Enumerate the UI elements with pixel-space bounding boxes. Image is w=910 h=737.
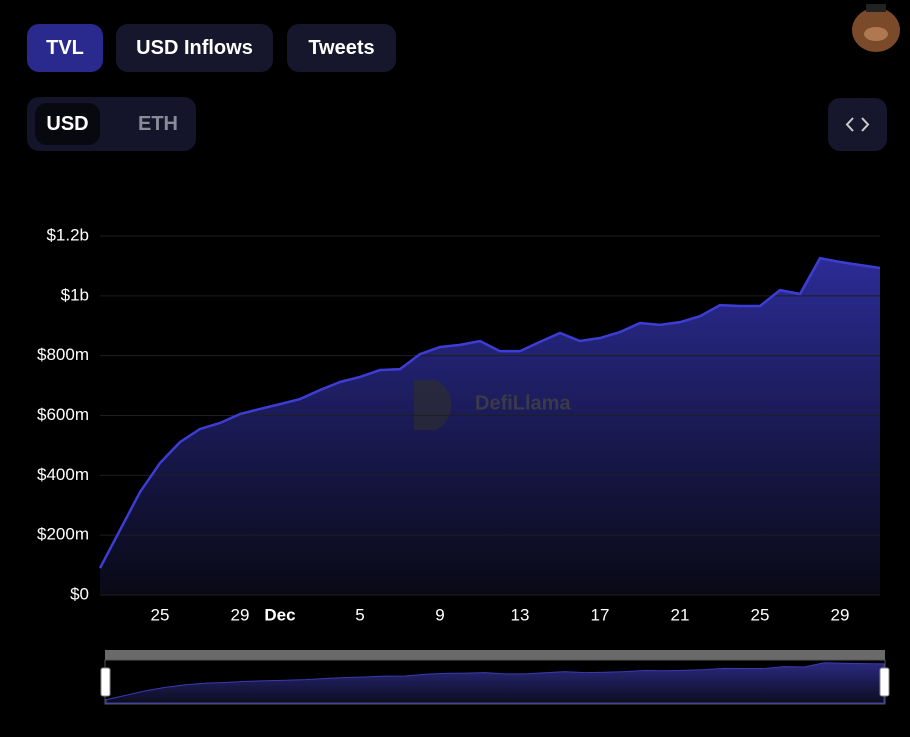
tab[interactable]: USD Inflows bbox=[116, 24, 273, 72]
x-tick-label: 29 bbox=[231, 605, 250, 624]
watermark: DefiLlama bbox=[414, 380, 571, 430]
x-tick-label: Dec bbox=[264, 605, 295, 624]
watermark-text: DefiLlama bbox=[475, 392, 571, 414]
x-tick-label: 29 bbox=[831, 605, 850, 624]
toggle-option[interactable]: USD bbox=[35, 103, 100, 145]
y-tick-label: $1b bbox=[61, 285, 89, 304]
y-tick-label: $200m bbox=[37, 525, 89, 544]
currency-toggle: USD ETH bbox=[27, 97, 196, 151]
toggle-option[interactable]: ETH bbox=[123, 103, 193, 145]
y-tick-label: $0 bbox=[70, 584, 89, 603]
area bbox=[100, 258, 880, 595]
x-tick-label: 17 bbox=[591, 605, 610, 624]
brush-handle bbox=[879, 667, 890, 697]
y-tick-label: $400m bbox=[37, 465, 89, 484]
line bbox=[98, 256, 881, 569]
x-tick-label: 25 bbox=[151, 605, 170, 624]
x-tick-label: 5 bbox=[355, 605, 364, 624]
tab[interactable]: Tweets bbox=[287, 24, 396, 72]
embed-icon bbox=[845, 117, 870, 132]
avatar bbox=[852, 4, 900, 52]
y-tick-label: $1.2b bbox=[46, 225, 89, 244]
x-tick-label: 21 bbox=[671, 605, 690, 624]
brush-area bbox=[105, 662, 885, 704]
brush-handle bbox=[100, 667, 111, 697]
embed-button[interactable] bbox=[828, 98, 887, 151]
x-tick-label: 25 bbox=[751, 605, 770, 624]
x-tick-label: 9 bbox=[435, 605, 444, 624]
brush-window bbox=[104, 659, 886, 705]
x-tick-label: 13 bbox=[511, 605, 530, 624]
tab[interactable]: TVL bbox=[27, 24, 103, 72]
y-tick-label: $600m bbox=[37, 405, 89, 424]
brush-bar bbox=[105, 650, 885, 660]
y-tick-label: $800m bbox=[37, 345, 89, 364]
